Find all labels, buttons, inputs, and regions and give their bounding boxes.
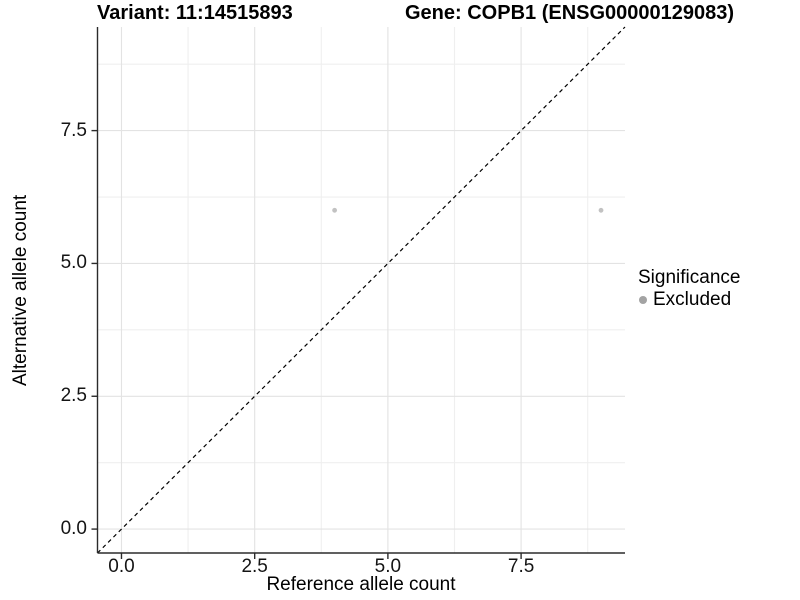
y-tick-label: 5.0 — [60, 252, 87, 274]
data-point — [332, 207, 338, 213]
data-point — [598, 207, 604, 213]
legend: Significance Excluded — [638, 266, 740, 310]
y-tick-label: 2.5 — [60, 385, 87, 407]
x-axis-title: Reference allele count — [266, 574, 456, 595]
y-axis-title: Alternative allele count — [10, 194, 31, 386]
x-tick-label: 0.0 — [108, 556, 135, 577]
x-tick-label: 7.5 — [507, 556, 535, 577]
legend-point-swatch — [639, 295, 647, 304]
x-tick-label: 5.0 — [374, 556, 402, 577]
legend-title: Significance — [638, 267, 741, 288]
plot-title-gene: Gene: COPB1 (ENSG00000129083) — [405, 2, 735, 24]
legend-item-excluded: Excluded — [638, 289, 740, 310]
x-tick-label: 2.5 — [241, 556, 268, 577]
identity-dashed-line — [97, 26, 626, 554]
y-tick-label: 0.0 — [60, 518, 87, 540]
plot-title-variant: Variant: 11:14515893 — [97, 2, 293, 24]
legend-item-label: Excluded — [653, 289, 732, 310]
y-tick-label: 7.5 — [60, 119, 87, 141]
